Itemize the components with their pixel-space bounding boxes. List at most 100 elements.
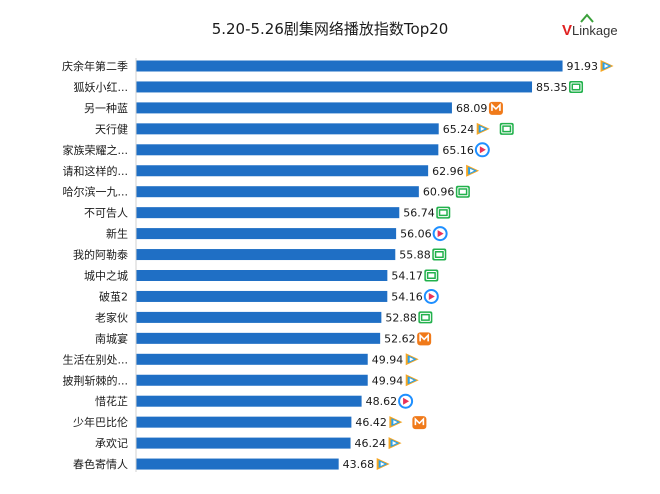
- value-label: 49.94: [372, 374, 404, 387]
- bar: [136, 395, 362, 407]
- value-label: 85.35: [536, 81, 568, 94]
- category-label: 披荆斩棘的...: [63, 373, 129, 387]
- bar-row: 破茧2 54.16: [99, 288, 439, 304]
- tencent-video-icon: [389, 416, 403, 429]
- category-label: 另一种蓝: [84, 101, 128, 115]
- tencent-video-icon: [388, 437, 402, 450]
- bar: [136, 165, 429, 177]
- category-label: 庆余年第二季: [62, 59, 128, 73]
- bar-row: 请和这样的... 62.96: [63, 164, 480, 178]
- value-label: 91.93: [567, 60, 599, 73]
- bar-row: 承欢记 46.24: [95, 436, 402, 450]
- vlinkage-logo: VLinkage: [562, 13, 618, 44]
- bar-row: 家族荣耀之... 65.16: [63, 142, 490, 158]
- bar: [136, 332, 381, 344]
- bar-row: 惜花芷 48.62: [95, 393, 414, 409]
- value-label: 62.96: [432, 165, 464, 178]
- bar: [136, 311, 382, 323]
- tencent-video-icon: [405, 374, 419, 387]
- value-label: 60.96: [423, 186, 455, 199]
- category-label: 城中之城: [84, 269, 128, 283]
- mango-tv-icon: [412, 416, 427, 430]
- youku-icon: [432, 226, 448, 242]
- category-label: 老家伙: [95, 310, 128, 324]
- bar: [136, 102, 452, 114]
- bar-row: 另一种蓝 68.09: [84, 101, 503, 115]
- iqiyi-icon: [424, 269, 439, 282]
- mango-tv-icon: [417, 332, 432, 346]
- category-label: 春色寄情人: [73, 457, 128, 471]
- bar-row: 哈尔滨一九... 60.96: [63, 185, 470, 199]
- youku-icon: [474, 142, 490, 158]
- category-label: 新生: [106, 227, 128, 241]
- bar-row: 生活在别处... 49.94: [63, 352, 419, 366]
- iqiyi-icon: [432, 248, 447, 261]
- category-label: 破茧2: [99, 289, 128, 303]
- logo-brand-rest: Linkage: [572, 23, 618, 38]
- category-label: 南城宴: [95, 331, 128, 345]
- category-label: 我的阿勒泰: [73, 248, 128, 262]
- category-label: 天行健: [95, 123, 128, 136]
- bar: [136, 60, 563, 72]
- iqiyi-icon: [436, 206, 451, 219]
- value-label: 65.16: [442, 144, 474, 157]
- bar-row: 不可告人 56.74: [84, 206, 451, 220]
- tencent-video-icon: [476, 122, 490, 135]
- iqiyi-icon: [418, 311, 433, 324]
- bar-row: 我的阿勒泰 55.88: [73, 248, 447, 262]
- value-label: 46.42: [355, 416, 387, 429]
- iqiyi-icon: [455, 185, 470, 198]
- value-label: 52.62: [384, 332, 416, 345]
- bar: [136, 123, 439, 135]
- category-label: 狐妖小红...: [74, 80, 129, 94]
- bar: [136, 81, 533, 93]
- value-label: 65.24: [443, 123, 475, 136]
- tencent-video-icon: [600, 60, 614, 72]
- bar: [136, 290, 388, 302]
- bar: [136, 228, 397, 240]
- bar: [136, 458, 339, 470]
- category-label: 家族荣耀之...: [63, 143, 129, 157]
- bar-row: 少年巴比伦 46.42: [73, 415, 427, 430]
- youku-icon: [423, 288, 439, 304]
- category-label: 不可告人: [84, 207, 128, 220]
- category-label: 少年巴比伦: [73, 415, 128, 429]
- category-label: 惜花芷: [95, 394, 128, 408]
- value-label: 56.06: [400, 228, 432, 241]
- value-label: 55.88: [399, 249, 431, 262]
- bar-row: 天行健 65.24: [95, 122, 514, 136]
- value-label: 43.68: [343, 458, 375, 471]
- value-label: 54.17: [391, 270, 423, 283]
- value-label: 48.62: [366, 395, 398, 408]
- bar-row: 老家伙 52.88: [95, 310, 433, 324]
- bar-row: 春色寄情人 43.68: [73, 457, 390, 471]
- iqiyi-icon: [499, 122, 514, 135]
- logo-brand-v: V: [562, 22, 573, 39]
- bar: [136, 249, 396, 261]
- value-label: 46.24: [355, 437, 387, 450]
- value-label: 49.94: [372, 353, 404, 366]
- value-label: 54.16: [391, 290, 423, 303]
- bar: [136, 416, 352, 428]
- bar: [136, 186, 419, 198]
- tencent-video-icon: [466, 164, 480, 177]
- roof-icon: [580, 13, 594, 23]
- category-label: 哈尔滨一九...: [63, 185, 129, 199]
- tencent-video-icon: [405, 353, 419, 366]
- value-label: 52.88: [385, 311, 417, 324]
- category-label: 请和这样的...: [63, 164, 129, 178]
- value-label: 56.74: [403, 207, 435, 220]
- tencent-video-icon: [376, 458, 390, 471]
- bar-row: 城中之城 54.17: [84, 269, 439, 283]
- mango-tv-icon: [488, 101, 503, 115]
- bar: [136, 144, 439, 156]
- category-label: 承欢记: [95, 436, 128, 450]
- chart-title: 5.20-5.26剧集网络播放指数Top20: [211, 20, 449, 38]
- youku-icon: [398, 393, 414, 409]
- bar-row: 新生 56.06: [106, 226, 448, 242]
- bar: [136, 374, 368, 386]
- bar-row: 披荆斩棘的... 49.94: [63, 373, 419, 387]
- iqiyi-icon: [569, 80, 584, 93]
- bar: [136, 437, 351, 449]
